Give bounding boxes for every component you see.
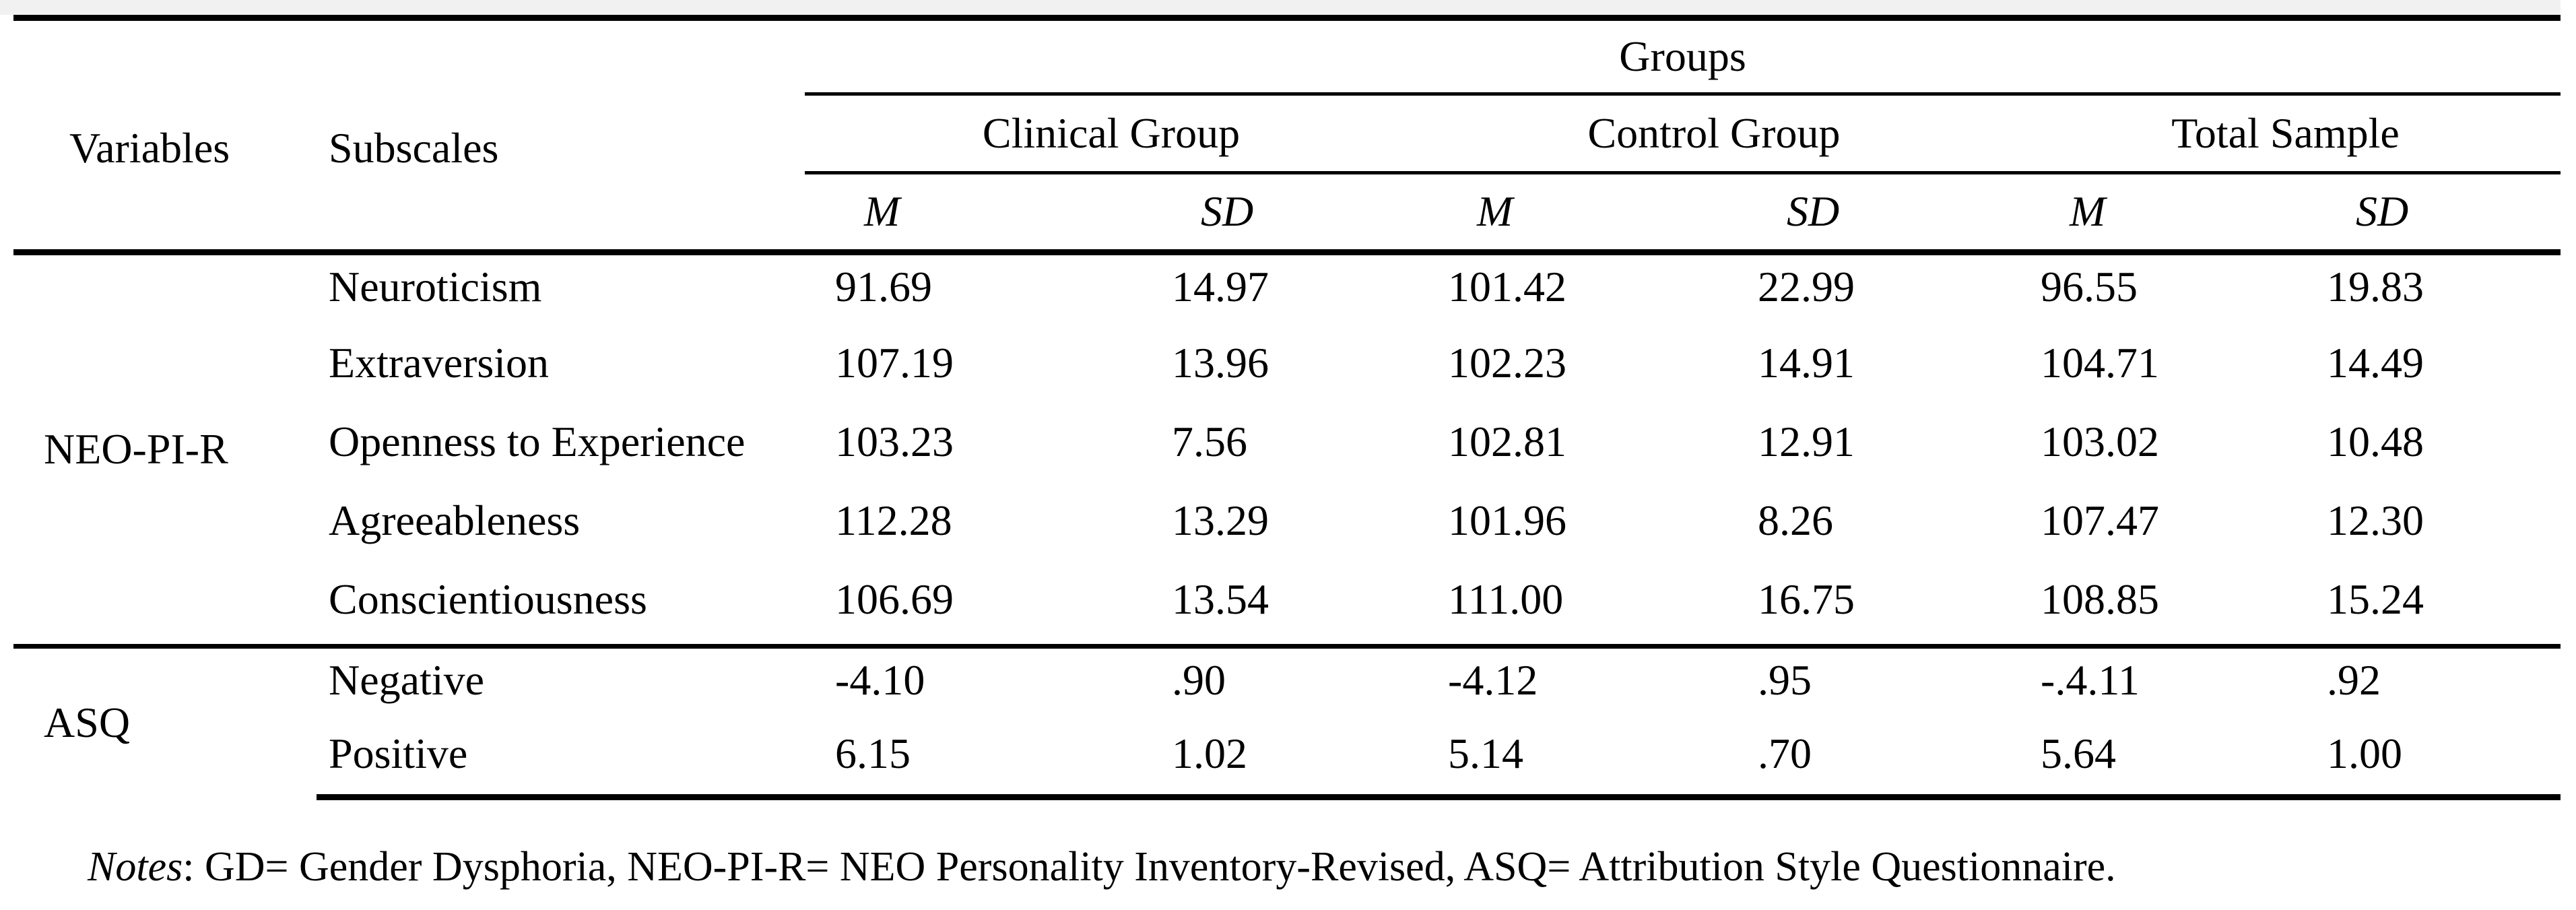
table-cell: 12.30	[2327, 496, 2424, 544]
table-cell: .90	[1142, 644, 1418, 722]
table-cell: .92	[2297, 644, 2561, 722]
table-cell: 10.48	[2327, 417, 2424, 465]
table-cell: 106.69	[835, 575, 954, 623]
table-row: NEO-PI-R Neuroticism 91.69 14.97 101.42 …	[13, 249, 2561, 647]
table-cell: 101.42	[1418, 249, 1727, 331]
table-cell: 5.64	[2010, 721, 2297, 800]
table-cell: -4.12	[1418, 644, 1727, 722]
variable-label-asq: ASQ	[13, 644, 317, 798]
table-cell: 14.91	[1758, 338, 1855, 387]
table-row: Clinical Group Control Group Total Sampl…	[13, 94, 2561, 174]
control-group-header: Control Group	[1418, 94, 2010, 174]
variables-column-header: Variables	[69, 124, 230, 172]
table-cell: 96.55	[2010, 249, 2297, 331]
table-cell: 15.24	[2327, 575, 2424, 623]
clinical-mean-header: M	[864, 187, 900, 236]
table-cell: .70	[1727, 721, 2010, 800]
table-cell: 102.81	[1448, 417, 1566, 465]
total-sample-header: Total Sample	[2010, 94, 2561, 174]
table-cell: 7.56	[1172, 417, 1247, 465]
table-row: Openness to Experience 103.23 7.56 102.8…	[13, 410, 2561, 489]
descriptive-statistics-table: Variables Subscales Groups Clinical Grou…	[13, 15, 2561, 800]
table-cell: 5.14	[1418, 721, 1727, 800]
subscale-label: Conscientiousness	[329, 575, 647, 623]
table-cell: 1.00	[2297, 721, 2561, 800]
clinical-sd-header: SD	[1201, 187, 1254, 236]
table-cell: 101.96	[1448, 496, 1566, 544]
table-cell: -4.10	[805, 644, 1142, 722]
groups-spanner-header: Groups	[805, 18, 2561, 96]
table-cell: 1.02	[1142, 721, 1418, 800]
table-cell: 13.29	[1172, 496, 1269, 544]
table-cell: 107.19	[835, 338, 954, 387]
table-cell: 14.49	[2327, 338, 2424, 387]
table-container: Variables Subscales Groups Clinical Grou…	[13, 15, 2561, 800]
total-mean-header: M	[2070, 187, 2106, 236]
subscale-label: Extraversion	[329, 338, 549, 387]
table-row: Variables Subscales Groups	[13, 18, 2561, 172]
table-cell: 104.71	[2041, 338, 2159, 387]
subscales-column-header: Subscales	[329, 124, 499, 172]
table-row: M SD M SD M SD	[13, 173, 2561, 253]
table-cell: 102.23	[1448, 338, 1566, 387]
table-cell: 103.23	[835, 417, 954, 465]
table-cell: 112.28	[835, 496, 952, 544]
table-cell: 13.54	[1172, 575, 1269, 623]
table-cell: 19.83	[2297, 249, 2561, 331]
table-cell: 8.26	[1758, 496, 1833, 544]
subscale-label: Positive	[317, 721, 805, 800]
table-cell: 14.97	[1142, 249, 1418, 331]
table-cell: 91.69	[805, 249, 1142, 331]
table-cell: 111.00	[1448, 575, 1564, 623]
table-cell: -.4.11	[2010, 644, 2297, 722]
table-row: Positive 6.15 1.02 5.14 .70 5.64 1.00	[13, 721, 2561, 800]
top-gray-strip	[0, 0, 2561, 15]
notes-text: : GD= Gender Dysphoria, NEO-PI-R= NEO Pe…	[183, 844, 2116, 890]
table-cell: 107.47	[2041, 496, 2159, 544]
table-row: Agreeableness 112.28 13.29 101.96 8.26 1…	[13, 489, 2561, 568]
control-mean-header: M	[1477, 187, 1513, 236]
table-cell: 6.15	[805, 721, 1142, 800]
subscale-label: Neuroticism	[317, 249, 805, 331]
table-cell: 103.02	[2041, 417, 2159, 465]
table-row: Extraversion 107.19 13.96 102.23 14.91 1…	[13, 331, 2561, 410]
notes-label: Notes	[88, 844, 183, 890]
variable-label-neo-pi-r: NEO-PI-R	[13, 249, 317, 647]
table-row: ASQ Negative -4.10 .90 -4.12 .95 -.4.11 …	[13, 644, 2561, 798]
table-row: Conscientiousness 106.69 13.54 111.00 16…	[13, 568, 2561, 647]
clinical-group-header: Clinical Group	[805, 94, 1418, 174]
table-cell: 16.75	[1758, 575, 1855, 623]
subscale-label: Negative	[317, 644, 805, 722]
table-cell: 108.85	[2041, 575, 2159, 623]
table-cell: .95	[1727, 644, 2010, 722]
table-cell: 12.91	[1758, 417, 1855, 465]
table-notes: Notes: GD= Gender Dysphoria, NEO-PI-R= N…	[13, 843, 2576, 891]
table-cell: 22.99	[1727, 249, 2010, 331]
total-sd-header: SD	[2356, 187, 2409, 236]
table-cell: 13.96	[1172, 338, 1269, 387]
subscale-label: Agreeableness	[329, 496, 581, 544]
control-sd-header: SD	[1787, 187, 1840, 236]
subscale-label: Openness to Experience	[329, 417, 746, 465]
